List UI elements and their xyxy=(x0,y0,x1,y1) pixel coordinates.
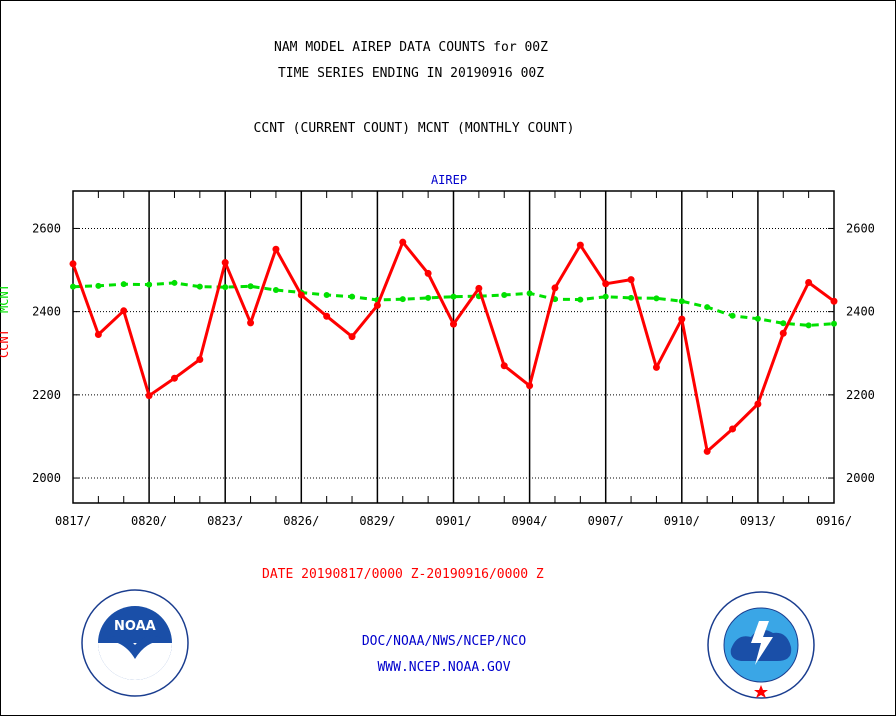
data-point-ccnt xyxy=(652,363,660,371)
data-point-mcnt xyxy=(323,292,330,298)
x-tick-label: 0829/ xyxy=(359,514,395,528)
data-point-mcnt xyxy=(678,298,685,305)
data-point-ccnt xyxy=(196,355,204,363)
data-point-mcnt xyxy=(196,283,203,290)
data-point-mcnt xyxy=(754,315,761,322)
data-point-mcnt xyxy=(704,304,711,311)
chart-title-line2: TIME SERIES ENDING IN 20190916 00Z xyxy=(277,66,545,81)
data-point-ccnt xyxy=(526,382,534,390)
noaa-logo-text: NOAA xyxy=(114,619,156,634)
x-tick-label: 0820/ xyxy=(131,514,167,528)
data-point-ccnt xyxy=(678,315,686,323)
panel-title: AIREP xyxy=(430,173,468,187)
chart-subtitle: CCNT (CURRENT COUNT) MCNT (MONTHLY COUNT… xyxy=(253,121,575,136)
data-point-mcnt xyxy=(247,283,254,290)
data-point-mcnt xyxy=(526,290,533,297)
data-point-mcnt xyxy=(780,320,787,327)
data-point-mcnt xyxy=(120,281,127,288)
tick-labels: 2000 2000 2200 2200 2400 2400 2600 2600 0817/082… xyxy=(32,221,875,528)
y-tick-label-right: 2200 xyxy=(846,388,875,402)
y-tick-label-left: 2600 xyxy=(32,221,61,235)
data-point-mcnt xyxy=(653,295,660,302)
data-point-ccnt xyxy=(551,284,559,292)
data-point-mcnt xyxy=(729,312,736,319)
data-point-ccnt xyxy=(450,320,457,328)
data-point-ccnt xyxy=(94,331,102,339)
x-tick-label: 0823/ xyxy=(207,514,243,528)
data-point-ccnt xyxy=(779,329,787,337)
website-link[interactable]: WWW.NCEP.NOAA.GOV xyxy=(377,660,511,675)
data-point-ccnt xyxy=(297,291,305,299)
data-point-mcnt xyxy=(171,279,178,286)
noaa-logo: NOAA xyxy=(81,589,189,697)
noaa-emblem-icon xyxy=(81,589,189,697)
y-tick-label-left: 2000 xyxy=(32,471,61,485)
data-point-ccnt xyxy=(703,447,711,455)
data-point-mcnt xyxy=(425,294,432,301)
chart-title-line1: NAM MODEL AIREP DATA COUNTS for 00Z xyxy=(274,40,548,55)
x-tick-label: 0901/ xyxy=(435,514,471,528)
data-point-mcnt xyxy=(628,294,635,301)
data-point-ccnt xyxy=(272,245,280,253)
nws-logo xyxy=(707,591,815,699)
series-layer xyxy=(69,238,838,455)
data-point-mcnt xyxy=(222,284,229,291)
data-point-ccnt xyxy=(475,284,483,292)
data-point-mcnt xyxy=(805,322,812,329)
grid xyxy=(73,191,834,503)
y-tick-label-left: 2400 xyxy=(32,305,61,319)
data-point-mcnt xyxy=(501,292,508,298)
data-point-mcnt xyxy=(831,320,837,327)
data-point-mcnt xyxy=(70,283,76,290)
data-point-ccnt xyxy=(424,269,432,277)
data-point-mcnt xyxy=(146,281,153,288)
data-point-ccnt xyxy=(221,259,229,267)
data-point-ccnt xyxy=(500,362,508,370)
data-point-mcnt xyxy=(450,293,457,300)
data-point-ccnt xyxy=(120,307,128,315)
data-point-mcnt xyxy=(95,282,102,289)
data-point-mcnt xyxy=(577,296,584,303)
x-tick-label: 0916/ xyxy=(816,514,852,528)
nws-emblem-icon xyxy=(707,591,815,699)
x-tick-label: 0913/ xyxy=(740,514,776,528)
data-point-ccnt xyxy=(602,280,610,288)
data-point-ccnt xyxy=(627,276,635,284)
x-tick-label: 0907/ xyxy=(588,514,624,528)
data-point-ccnt xyxy=(323,312,331,320)
data-point-ccnt xyxy=(373,301,381,309)
y-tick-label-left: 2200 xyxy=(32,388,61,402)
y-tick-label-right: 2000 xyxy=(846,471,875,485)
x-tick-label: 0817/ xyxy=(55,514,91,528)
date-range: DATE 20190817/0000 Z-20190916/0000 Z xyxy=(262,567,544,582)
data-point-ccnt xyxy=(805,279,813,287)
data-point-mcnt xyxy=(349,293,356,300)
y-tick-label-right: 2600 xyxy=(846,221,875,235)
data-point-mcnt xyxy=(602,293,609,300)
data-point-ccnt xyxy=(348,333,356,341)
x-tick-label: 0904/ xyxy=(512,514,548,528)
data-point-ccnt xyxy=(830,297,838,305)
data-point-ccnt xyxy=(399,238,407,246)
data-point-ccnt xyxy=(754,400,762,408)
data-point-ccnt xyxy=(69,260,77,268)
data-point-ccnt xyxy=(729,425,737,433)
y-tick-label-right: 2400 xyxy=(846,305,875,319)
data-point-ccnt xyxy=(170,374,178,382)
data-point-ccnt xyxy=(576,241,584,249)
data-point-mcnt xyxy=(399,296,406,303)
x-tick-label: 0910/ xyxy=(664,514,700,528)
data-point-ccnt xyxy=(145,392,153,400)
data-point-mcnt xyxy=(272,287,279,294)
data-point-ccnt xyxy=(247,319,255,327)
org-path: DOC/NOAA/NWS/NCEP/NCO xyxy=(361,634,527,649)
x-tick-label: 0826/ xyxy=(283,514,319,528)
